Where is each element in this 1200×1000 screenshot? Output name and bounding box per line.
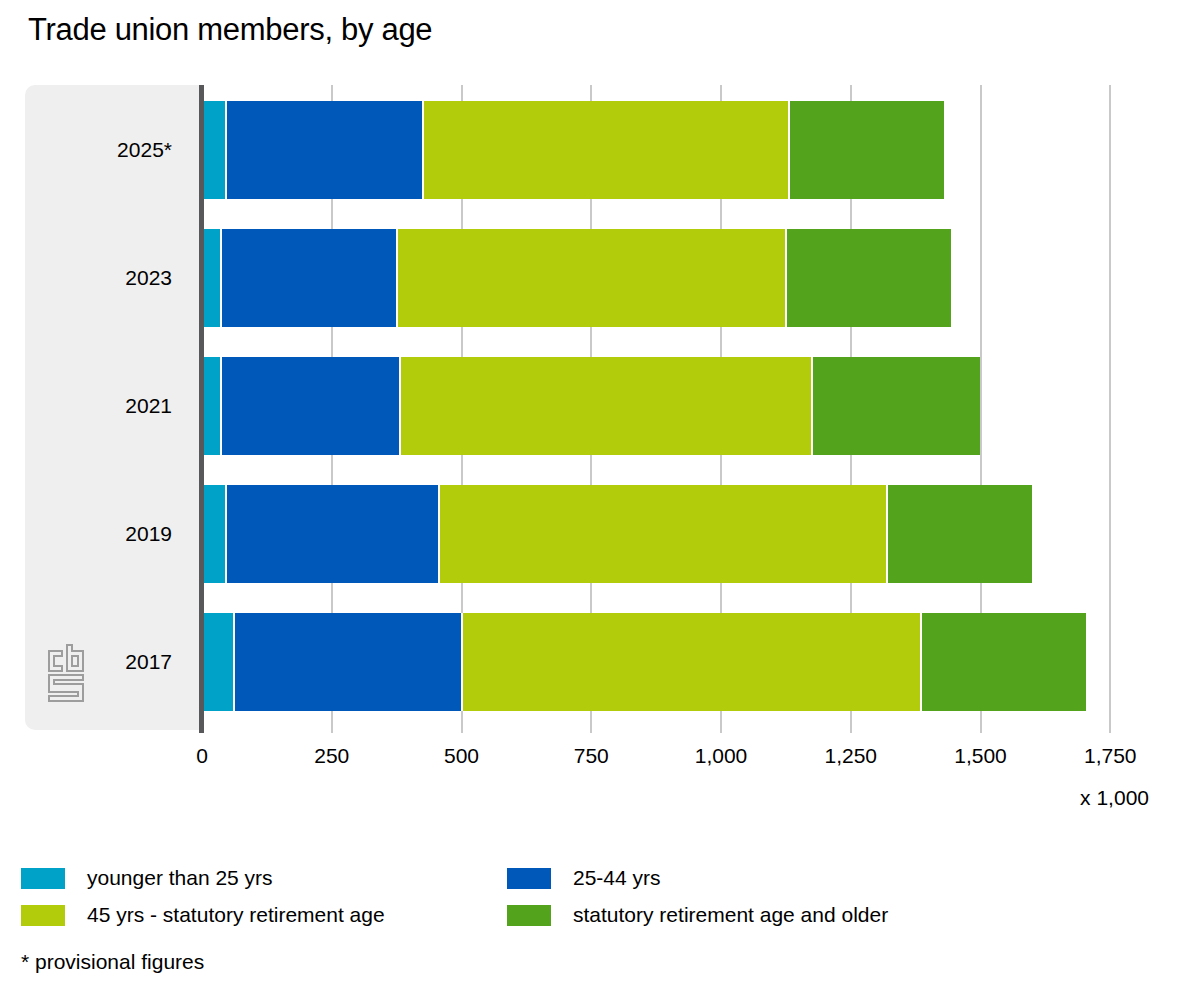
bar-segment[interactable]	[220, 357, 399, 455]
legend-label: younger than 25 yrs	[87, 866, 273, 890]
category-label-2025: 2025*	[25, 101, 172, 199]
legend-swatch	[21, 868, 65, 889]
bar-segment[interactable]	[920, 613, 1086, 711]
x-tick-label-1750: 1,750	[1065, 744, 1155, 768]
bar-segment[interactable]	[204, 357, 220, 455]
legend-swatch	[507, 905, 551, 926]
bar-segment[interactable]	[220, 229, 396, 327]
chart-figure: Trade union members, by age 2025* 2023 202…	[0, 0, 1200, 1000]
legend-label: 25-44 yrs	[573, 866, 661, 890]
bar-segment[interactable]	[204, 101, 225, 199]
legend-label: 45 yrs - statutory retirement age	[87, 903, 385, 927]
bar-segment[interactable]	[204, 229, 220, 327]
gridline-1750	[1109, 85, 1111, 733]
bar-segment[interactable]	[396, 229, 785, 327]
legend-item: 25-44 yrs	[507, 866, 888, 890]
legend-swatch	[507, 868, 551, 889]
category-label-2019: 2019	[25, 485, 172, 583]
bar-segment[interactable]	[204, 485, 225, 583]
legend-item: younger than 25 yrs	[21, 866, 507, 890]
footnote: * provisional figures	[21, 950, 204, 974]
x-tick-label-500: 500	[417, 744, 507, 768]
bar-segment[interactable]	[461, 613, 920, 711]
bar-segment[interactable]	[422, 101, 788, 199]
bar-segment[interactable]	[225, 485, 438, 583]
x-tick-label-0: 0	[157, 744, 247, 768]
category-label-2023: 2023	[25, 229, 172, 327]
legend-item: 45 yrs - statutory retirement age	[21, 903, 507, 927]
bar-segment[interactable]	[204, 613, 233, 711]
chart-title: Trade union members, by age	[28, 12, 432, 48]
bar-segment[interactable]	[399, 357, 812, 455]
bar-segment[interactable]	[225, 101, 422, 199]
axis-unit-label: x 1,000	[1080, 786, 1149, 810]
category-label-2017: 2017	[25, 613, 172, 711]
legend-label: statutory retirement age and older	[573, 903, 888, 927]
bar-segment[interactable]	[438, 485, 887, 583]
bar-segment[interactable]	[811, 357, 980, 455]
x-tick-label-1500: 1,500	[936, 744, 1026, 768]
x-tick-label-250: 250	[287, 744, 377, 768]
legend: younger than 25 yrs 25-44 yrs 45 yrs - sta…	[21, 866, 888, 927]
bar-segment[interactable]	[788, 101, 944, 199]
x-tick-label-750: 750	[546, 744, 636, 768]
bar-segment[interactable]	[886, 485, 1031, 583]
x-tick-label-1250: 1,250	[806, 744, 896, 768]
category-label-2021: 2021	[25, 357, 172, 455]
bar-segment[interactable]	[233, 613, 461, 711]
bar-segment[interactable]	[785, 229, 951, 327]
x-tick-label-1000: 1,000	[676, 744, 766, 768]
legend-swatch	[21, 905, 65, 926]
legend-item: statutory retirement age and older	[507, 903, 888, 927]
